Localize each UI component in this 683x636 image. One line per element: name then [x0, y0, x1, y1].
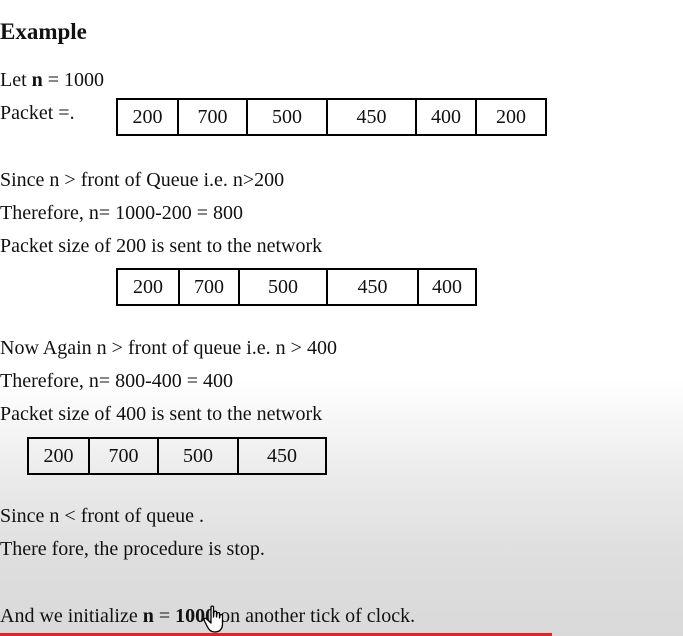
final-suffix: on another tick of clock. — [215, 605, 416, 627]
final-equals: = — [153, 605, 176, 627]
step2-line1: Now Again n > front of queue i.e. n > 40… — [0, 337, 337, 359]
final-prefix: And we initialize — [0, 605, 143, 627]
step2-line2: Therefore, n= 800-400 = 400 — [0, 370, 234, 392]
queue-2: 200 700 500 450 400 — [116, 268, 477, 306]
queue-3: 200 700 500 450 — [27, 437, 327, 475]
queue-cell: 400 — [432, 275, 462, 298]
queue-cell: 200 — [118, 270, 180, 304]
let-prefix: Let — [0, 69, 32, 91]
queue-cell: 450 — [328, 270, 419, 304]
queue-cell: 200 — [496, 105, 526, 128]
queue-cell: 200 — [29, 439, 90, 473]
step3-line1: Since n < front of queue . — [0, 505, 205, 527]
queue-cell: 500 — [240, 270, 328, 304]
hand-pointer-icon — [203, 605, 224, 633]
let-suffix: = 1000 — [42, 69, 105, 91]
queue-cell: 500 — [159, 439, 239, 473]
progress-underline — [0, 633, 552, 636]
packet-label: Packet =. — [0, 102, 75, 124]
queue-cell: 450 — [328, 100, 417, 134]
step1-line3: Packet size of 200 is sent to the networ… — [0, 235, 323, 257]
queue-cell: 450 — [267, 444, 297, 467]
example-heading: Example — [0, 19, 87, 44]
final-variable: n — [142, 605, 154, 627]
queue-cell: 700 — [180, 270, 240, 304]
step2-line3: Packet size of 400 is sent to the networ… — [0, 403, 323, 425]
queue-cell: 500 — [248, 100, 328, 134]
queue-1: 200 700 500 450 400 200 — [116, 98, 547, 136]
queue-cell: 700 — [90, 439, 159, 473]
let-variable: n — [31, 69, 43, 91]
queue-cell: 400 — [417, 100, 477, 134]
step3-line2: There fore, the procedure is stop. — [0, 538, 265, 560]
step1-line2: Therefore, n= 1000-200 = 800 — [0, 202, 244, 224]
queue-cell: 200 — [118, 100, 179, 134]
step1-line1: Since n > front of Queue i.e. n>200 — [0, 169, 285, 191]
final-line: And we initialize n = 1000 on another ti… — [0, 604, 415, 628]
queue-cell: 700 — [179, 100, 248, 134]
let-line: Let n = 1000 — [0, 68, 104, 92]
